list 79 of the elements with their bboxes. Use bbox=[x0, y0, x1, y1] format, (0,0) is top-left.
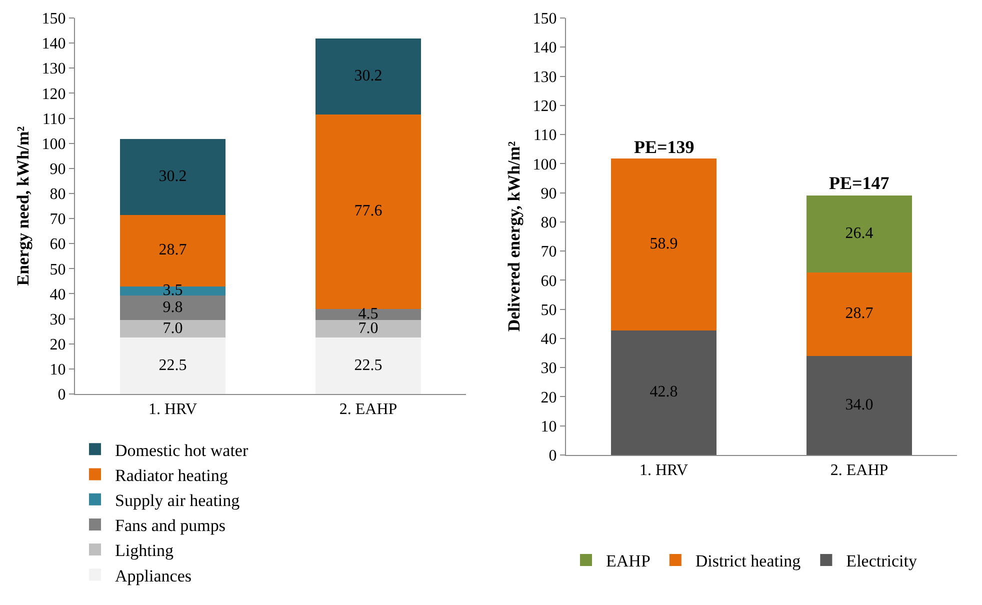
data-label: 26.4 bbox=[845, 224, 874, 242]
y-tick-label: 100 bbox=[532, 156, 557, 174]
y-tick-label: 90 bbox=[50, 161, 66, 178]
data-label: 30.2 bbox=[158, 168, 187, 185]
y-tick-label: 30 bbox=[50, 311, 66, 328]
y-tick-label: 30 bbox=[540, 360, 557, 378]
legend-label: Fans and pumps bbox=[115, 516, 226, 536]
x-tick-label: 1. HRV bbox=[640, 462, 688, 480]
y-tick-label: 50 bbox=[50, 261, 66, 278]
bar bbox=[120, 320, 226, 338]
legend-label: Radiator heating bbox=[115, 466, 228, 485]
data-label: 77.6 bbox=[354, 202, 382, 220]
y-axis-title: Delivered energy, kWh/m² bbox=[504, 141, 524, 332]
data-label: 28.7 bbox=[158, 242, 187, 259]
y-tick-label: 20 bbox=[540, 389, 557, 406]
bar bbox=[806, 272, 912, 356]
bar bbox=[120, 295, 226, 320]
data-label: 42.8 bbox=[650, 384, 678, 401]
y-tick-label: 40 bbox=[540, 331, 557, 348]
y-tick-label: 110 bbox=[533, 127, 557, 144]
y-tick-label: 0 bbox=[548, 448, 557, 465]
y-tick-label: 10 bbox=[50, 362, 66, 379]
y-tick-label: 150 bbox=[42, 10, 66, 28]
bar bbox=[610, 330, 717, 455]
x-tick-label: 1. HRV bbox=[148, 401, 198, 418]
bar bbox=[806, 195, 912, 272]
y-tick-label: 10 bbox=[540, 418, 557, 436]
y-axis-title: Energy need, kWh/m² bbox=[13, 126, 32, 286]
bar bbox=[610, 158, 717, 330]
bar bbox=[315, 338, 422, 394]
y-tick-label: 130 bbox=[42, 60, 66, 78]
y-tick-label: 60 bbox=[540, 272, 557, 290]
data-label: 3.5 bbox=[162, 282, 183, 300]
annotation: PE=139 bbox=[634, 137, 694, 157]
y-tick-label: 50 bbox=[540, 302, 557, 319]
y-tick-label: 140 bbox=[42, 36, 66, 53]
data-label: 28.7 bbox=[845, 305, 874, 322]
y-tick-label: 100 bbox=[42, 136, 66, 153]
bar bbox=[806, 356, 912, 455]
bar bbox=[120, 338, 226, 394]
bar bbox=[315, 308, 422, 320]
y-tick-label: 130 bbox=[532, 68, 557, 86]
y-tick-label: 70 bbox=[50, 211, 66, 228]
y-tick-label: 120 bbox=[532, 98, 557, 115]
bar bbox=[120, 139, 226, 215]
legend-label: District heating bbox=[695, 552, 802, 571]
legend-label: Supply air heating bbox=[115, 490, 240, 510]
y-tick-label: 0 bbox=[58, 386, 66, 404]
legend-label: Lighting bbox=[115, 541, 174, 560]
y-tick-label: 140 bbox=[532, 40, 557, 57]
bar bbox=[315, 38, 422, 114]
legend-label: EAHP bbox=[606, 552, 650, 571]
data-label: 30.2 bbox=[354, 67, 382, 84]
bar bbox=[315, 320, 422, 338]
data-label: 7.0 bbox=[162, 320, 183, 337]
bar bbox=[315, 114, 422, 309]
x-tick-label: 2. EAHP bbox=[339, 401, 398, 418]
data-label: 9.8 bbox=[162, 298, 183, 316]
y-tick-label: 80 bbox=[50, 186, 66, 204]
data-label: 34.0 bbox=[845, 396, 874, 414]
data-label: 58.9 bbox=[650, 236, 678, 253]
legend-label: Electricity bbox=[846, 552, 918, 571]
annotation: PE=147 bbox=[829, 173, 890, 193]
y-tick-label: 60 bbox=[50, 236, 66, 254]
legend-label: Domestic hot water bbox=[115, 440, 248, 460]
data-label: 7.0 bbox=[358, 320, 378, 337]
y-tick-label: 110 bbox=[42, 110, 66, 128]
x-tick-label: 2. EAHP bbox=[830, 462, 888, 480]
data-label: 22.5 bbox=[158, 356, 187, 374]
y-tick-label: 20 bbox=[50, 336, 66, 354]
data-label: 4.5 bbox=[358, 305, 378, 322]
y-tick-label: 90 bbox=[540, 185, 557, 202]
y-tick-label: 80 bbox=[540, 214, 557, 232]
y-tick-label: 70 bbox=[540, 244, 557, 261]
y-tick-label: 40 bbox=[50, 286, 66, 304]
y-tick-label: 120 bbox=[42, 86, 66, 103]
data-label: 22.5 bbox=[354, 356, 382, 374]
y-tick-label: 150 bbox=[532, 10, 557, 28]
legend-label: Appliances bbox=[115, 566, 192, 586]
